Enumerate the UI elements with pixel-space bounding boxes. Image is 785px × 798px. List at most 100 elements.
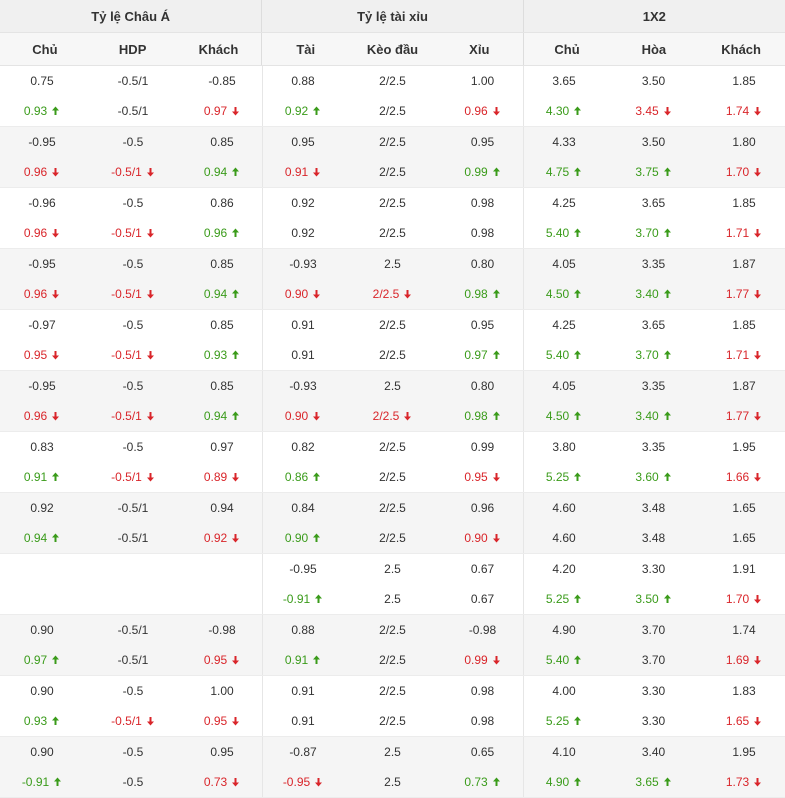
odds-value: 3.60	[635, 470, 659, 484]
odds-cell-away-win: 1.70	[697, 584, 785, 614]
odds-value: 5.40	[545, 653, 570, 667]
col-header-hdp: HDP	[118, 41, 147, 57]
odds-value: 1.70	[725, 165, 750, 179]
arrow-down-icon	[231, 533, 240, 543]
odds-value: 0.96	[464, 104, 488, 118]
odds-value: -0.95	[289, 562, 317, 576]
match-odds-block: 0.83 -0.5 0.97 0.82 2/2.5 0.99 3.80 3.35 1.95 0.9…	[0, 432, 785, 493]
odds-value: 3.65	[635, 775, 659, 789]
odds-cell-under: 0.98	[436, 706, 523, 736]
odds-value: -0.85	[208, 74, 236, 88]
odds-value: 0.91	[291, 348, 315, 362]
opening-odds-row: 0.90 -0.5 1.00 0.91 2/2.5 0.98 4.00 3.30 1.83	[0, 676, 785, 706]
odds-value: -0.95	[28, 135, 56, 149]
odds-value: 1.87	[732, 379, 756, 393]
arrow-up-icon	[51, 655, 60, 665]
odds-cell-over: -0.95	[262, 767, 349, 797]
arrow-down-icon	[753, 655, 762, 665]
odds-value: 2/2.5	[379, 348, 406, 362]
odds-value: 0.90	[30, 745, 54, 759]
odds-value: 0.88	[291, 623, 315, 637]
odds-value: 2/2.5	[379, 74, 406, 88]
odds-value: 4.33	[552, 135, 576, 149]
live-odds-row: 0.97 -0.5/1 0.95 0.91 2/2.5 0.99 5.40 3.70 1.69	[0, 645, 785, 675]
odds-value: 2/2.5	[379, 165, 406, 179]
odds-cell-away: 0.97	[176, 432, 262, 462]
odds-value: 0.96	[23, 165, 48, 179]
odds-cell-line: 2/2.5	[349, 127, 436, 157]
odds-cell-under: 0.67	[436, 554, 523, 584]
odds-value: -0.5	[122, 379, 144, 393]
odds-value: 4.75	[545, 165, 570, 179]
odds-cell-home: -0.96	[0, 188, 90, 218]
odds-cell-hdp: -0.5	[90, 767, 176, 797]
odds-cell-home: -0.95	[0, 249, 90, 279]
arrow-down-icon	[492, 655, 501, 665]
odds-cell-under: -0.98	[436, 615, 523, 645]
opening-odds-row: -0.96 -0.5 0.86 0.92 2/2.5 0.98 4.25 3.65 1.85	[0, 188, 785, 218]
odds-cell-home-win: 4.00	[523, 676, 610, 706]
odds-value: 3.65	[552, 74, 576, 88]
arrow-down-icon	[231, 655, 240, 665]
odds-cell-away	[176, 584, 262, 614]
col-header-draw: Hòa	[641, 41, 667, 57]
odds-cell-home-win: 5.25	[523, 462, 610, 492]
odds-value: 3.48	[641, 531, 666, 545]
odds-value: -0.95	[282, 775, 311, 789]
odds-value: 1.74	[725, 104, 750, 118]
odds-value: -0.91	[282, 592, 311, 606]
odds-value: 1.80	[732, 135, 756, 149]
odds-cell-away: -0.98	[176, 615, 262, 645]
odds-cell-under: 0.95	[436, 310, 523, 340]
odds-cell-home-win: 4.50	[523, 401, 610, 431]
odds-value: 0.93	[203, 348, 228, 362]
odds-cell-home-win: 4.60	[523, 493, 610, 523]
odds-value: 0.83	[30, 440, 54, 454]
odds-cell-home: 0.90	[0, 737, 90, 767]
odds-value: -0.5/1	[111, 409, 142, 423]
live-odds-row: 0.95 -0.5/1 0.93 0.91 2/2.5 0.97 5.40 3.70 1.71	[0, 340, 785, 370]
odds-cell-over: 0.92	[262, 188, 349, 218]
odds-cell-home-win: 5.25	[523, 584, 610, 614]
odds-cell-hdp	[90, 554, 176, 584]
odds-cell-over: 0.84	[262, 493, 349, 523]
arrow-up-icon	[231, 411, 240, 421]
odds-cell-draw: 3.40	[610, 401, 697, 431]
odds-cell-hdp: -0.5	[90, 127, 176, 157]
live-odds-row: 0.91 -0.5/1 0.89 0.86 2/2.5 0.95 5.25 3.60 1.66	[0, 462, 785, 492]
odds-value: 0.90	[284, 531, 309, 545]
odds-value: 3.70	[635, 348, 659, 362]
odds-cell-line: 2/2.5	[349, 615, 436, 645]
odds-value: 5.25	[545, 714, 570, 728]
odds-value: 0.95	[464, 470, 488, 484]
match-odds-block: 0.90 -0.5 1.00 0.91 2/2.5 0.98 4.00 3.30 1.83 0.9…	[0, 676, 785, 737]
arrow-up-icon	[573, 228, 582, 238]
odds-cell-home: -0.91	[0, 767, 90, 797]
arrow-up-icon	[53, 777, 62, 787]
odds-value: 3.70	[641, 653, 666, 667]
odds-cell-home-win: 4.33	[523, 127, 610, 157]
odds-cell-home-win: 4.90	[523, 615, 610, 645]
odds-value: 0.96	[23, 409, 48, 423]
live-odds-row: 0.96 -0.5/1 0.96 0.92 2/2.5 0.98 5.40 3.70 1.71	[0, 218, 785, 248]
odds-cell-away-win: 1.73	[697, 767, 785, 797]
odds-value: 0.89	[203, 470, 228, 484]
arrow-down-icon	[312, 289, 321, 299]
odds-cell-draw: 3.50	[610, 66, 697, 96]
odds-value: 4.20	[552, 562, 576, 576]
col-header-line: Kèo đầu	[366, 41, 419, 57]
odds-cell-under: 0.99	[436, 645, 523, 675]
odds-value: -0.87	[289, 745, 317, 759]
odds-value: 2/2.5	[379, 470, 406, 484]
arrow-up-icon	[492, 167, 501, 177]
odds-value: 1.95	[732, 745, 756, 759]
odds-value: 1.77	[725, 409, 750, 423]
odds-cell-home: 0.90	[0, 615, 90, 645]
odds-value: 0.91	[23, 470, 48, 484]
odds-cell-over: -0.91	[262, 584, 349, 614]
match-odds-block: -0.95 -0.5 0.85 0.95 2/2.5 0.95 4.33 3.50 1.80 0.…	[0, 127, 785, 188]
opening-odds-row: -0.95 -0.5 0.85 -0.93 2.5 0.80 4.05 3.35 1.87	[0, 371, 785, 401]
group-header-row: Tỷ lệ Châu Á Tỷ lệ tài xỉu 1X2	[0, 0, 785, 33]
match-odds-block: 0.90 -0.5/1 -0.98 0.88 2/2.5 -0.98 4.90 3.70 1.7…	[0, 615, 785, 676]
odds-value: 3.30	[641, 714, 666, 728]
